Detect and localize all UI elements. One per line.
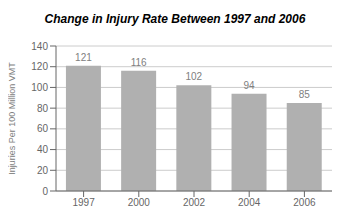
svg-text:2004: 2004	[238, 197, 261, 208]
svg-text:80: 80	[37, 103, 49, 114]
svg-text:2000: 2000	[128, 197, 151, 208]
svg-text:40: 40	[37, 144, 49, 155]
svg-text:1997: 1997	[72, 197, 95, 208]
svg-text:120: 120	[31, 61, 48, 72]
svg-text:121: 121	[75, 52, 92, 63]
svg-text:100: 100	[31, 82, 48, 93]
svg-text:0: 0	[42, 186, 48, 197]
svg-text:116: 116	[131, 57, 147, 68]
html-text:Change in Injury Rate Between: Change in Injury Rate Between 1997 and 2…	[44, 12, 306, 26]
svg-text:102: 102	[185, 71, 202, 82]
svg-text:85: 85	[299, 89, 311, 100]
svg-text:2006: 2006	[293, 197, 316, 208]
svg-text:94: 94	[243, 80, 255, 91]
svg-text:140: 140	[31, 41, 48, 52]
svg-text:2002: 2002	[183, 197, 206, 208]
svg-text:Injuries Per 100 Million VMT: Injuries Per 100 Million VMT	[8, 62, 17, 175]
svg-text:60: 60	[37, 123, 49, 134]
svg-text:20: 20	[37, 165, 49, 176]
